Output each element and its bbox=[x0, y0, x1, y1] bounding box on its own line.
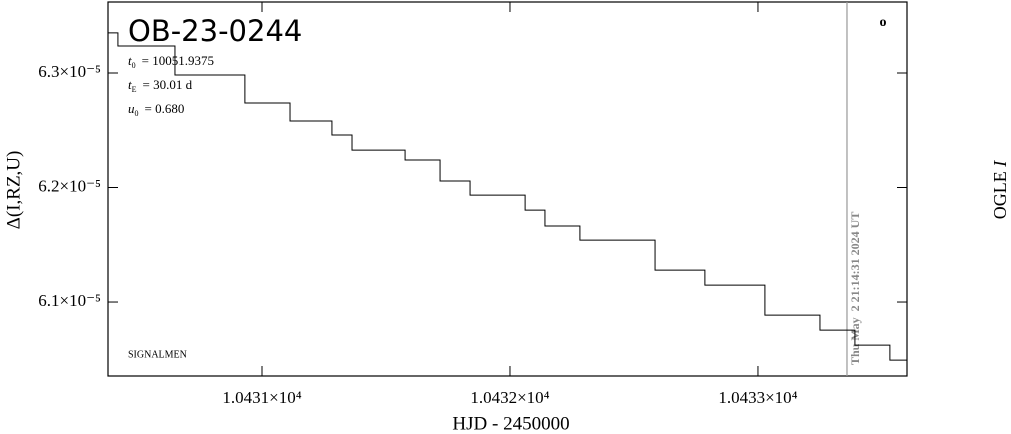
timestamp: Thu May 2 21:14:31 2024 UT bbox=[848, 212, 862, 365]
param-symbol: t bbox=[128, 77, 132, 92]
x-tick-label: 1.0432×10⁴ bbox=[470, 388, 549, 407]
band: I bbox=[990, 160, 1010, 168]
param-subscript: 0 bbox=[132, 61, 136, 70]
y-tick-label: 6.1×10⁻⁵ bbox=[38, 291, 101, 310]
survey: OGLE bbox=[990, 171, 1010, 219]
survey-label: OGLE I bbox=[990, 160, 1010, 220]
y-tick-label: 6.3×10⁻⁵ bbox=[38, 62, 101, 81]
credit: SIGNALMEN bbox=[128, 349, 187, 360]
chart-title: OB-23-0244 bbox=[128, 14, 302, 48]
param-subscript: 0 bbox=[135, 109, 139, 118]
light-curve bbox=[108, 32, 907, 361]
marker-symbol: o bbox=[880, 15, 887, 30]
param-value: = 0.680 bbox=[145, 101, 185, 116]
param: tE = 30.01 d bbox=[128, 77, 193, 94]
x-tick-label: 1.0431×10⁴ bbox=[222, 388, 301, 407]
y-tick-label: 6.2×10⁻⁵ bbox=[38, 176, 101, 195]
param-value: = 10051.9375 bbox=[142, 53, 214, 68]
y-axis-label: Δ(I,RZ,U) bbox=[3, 151, 24, 230]
x-axis-label: HJD - 2450000 bbox=[452, 413, 569, 434]
param-subscript: E bbox=[132, 85, 137, 94]
x-tick-label: 1.0433×10⁴ bbox=[718, 388, 797, 407]
param: u0 = 0.680 bbox=[128, 101, 184, 118]
param: t0 = 10051.9375 bbox=[128, 53, 214, 70]
param-symbol: u bbox=[128, 101, 135, 116]
param-symbol: t bbox=[128, 53, 132, 68]
plot-frame bbox=[107, 1, 908, 377]
param-value: = 30.01 d bbox=[143, 77, 193, 92]
